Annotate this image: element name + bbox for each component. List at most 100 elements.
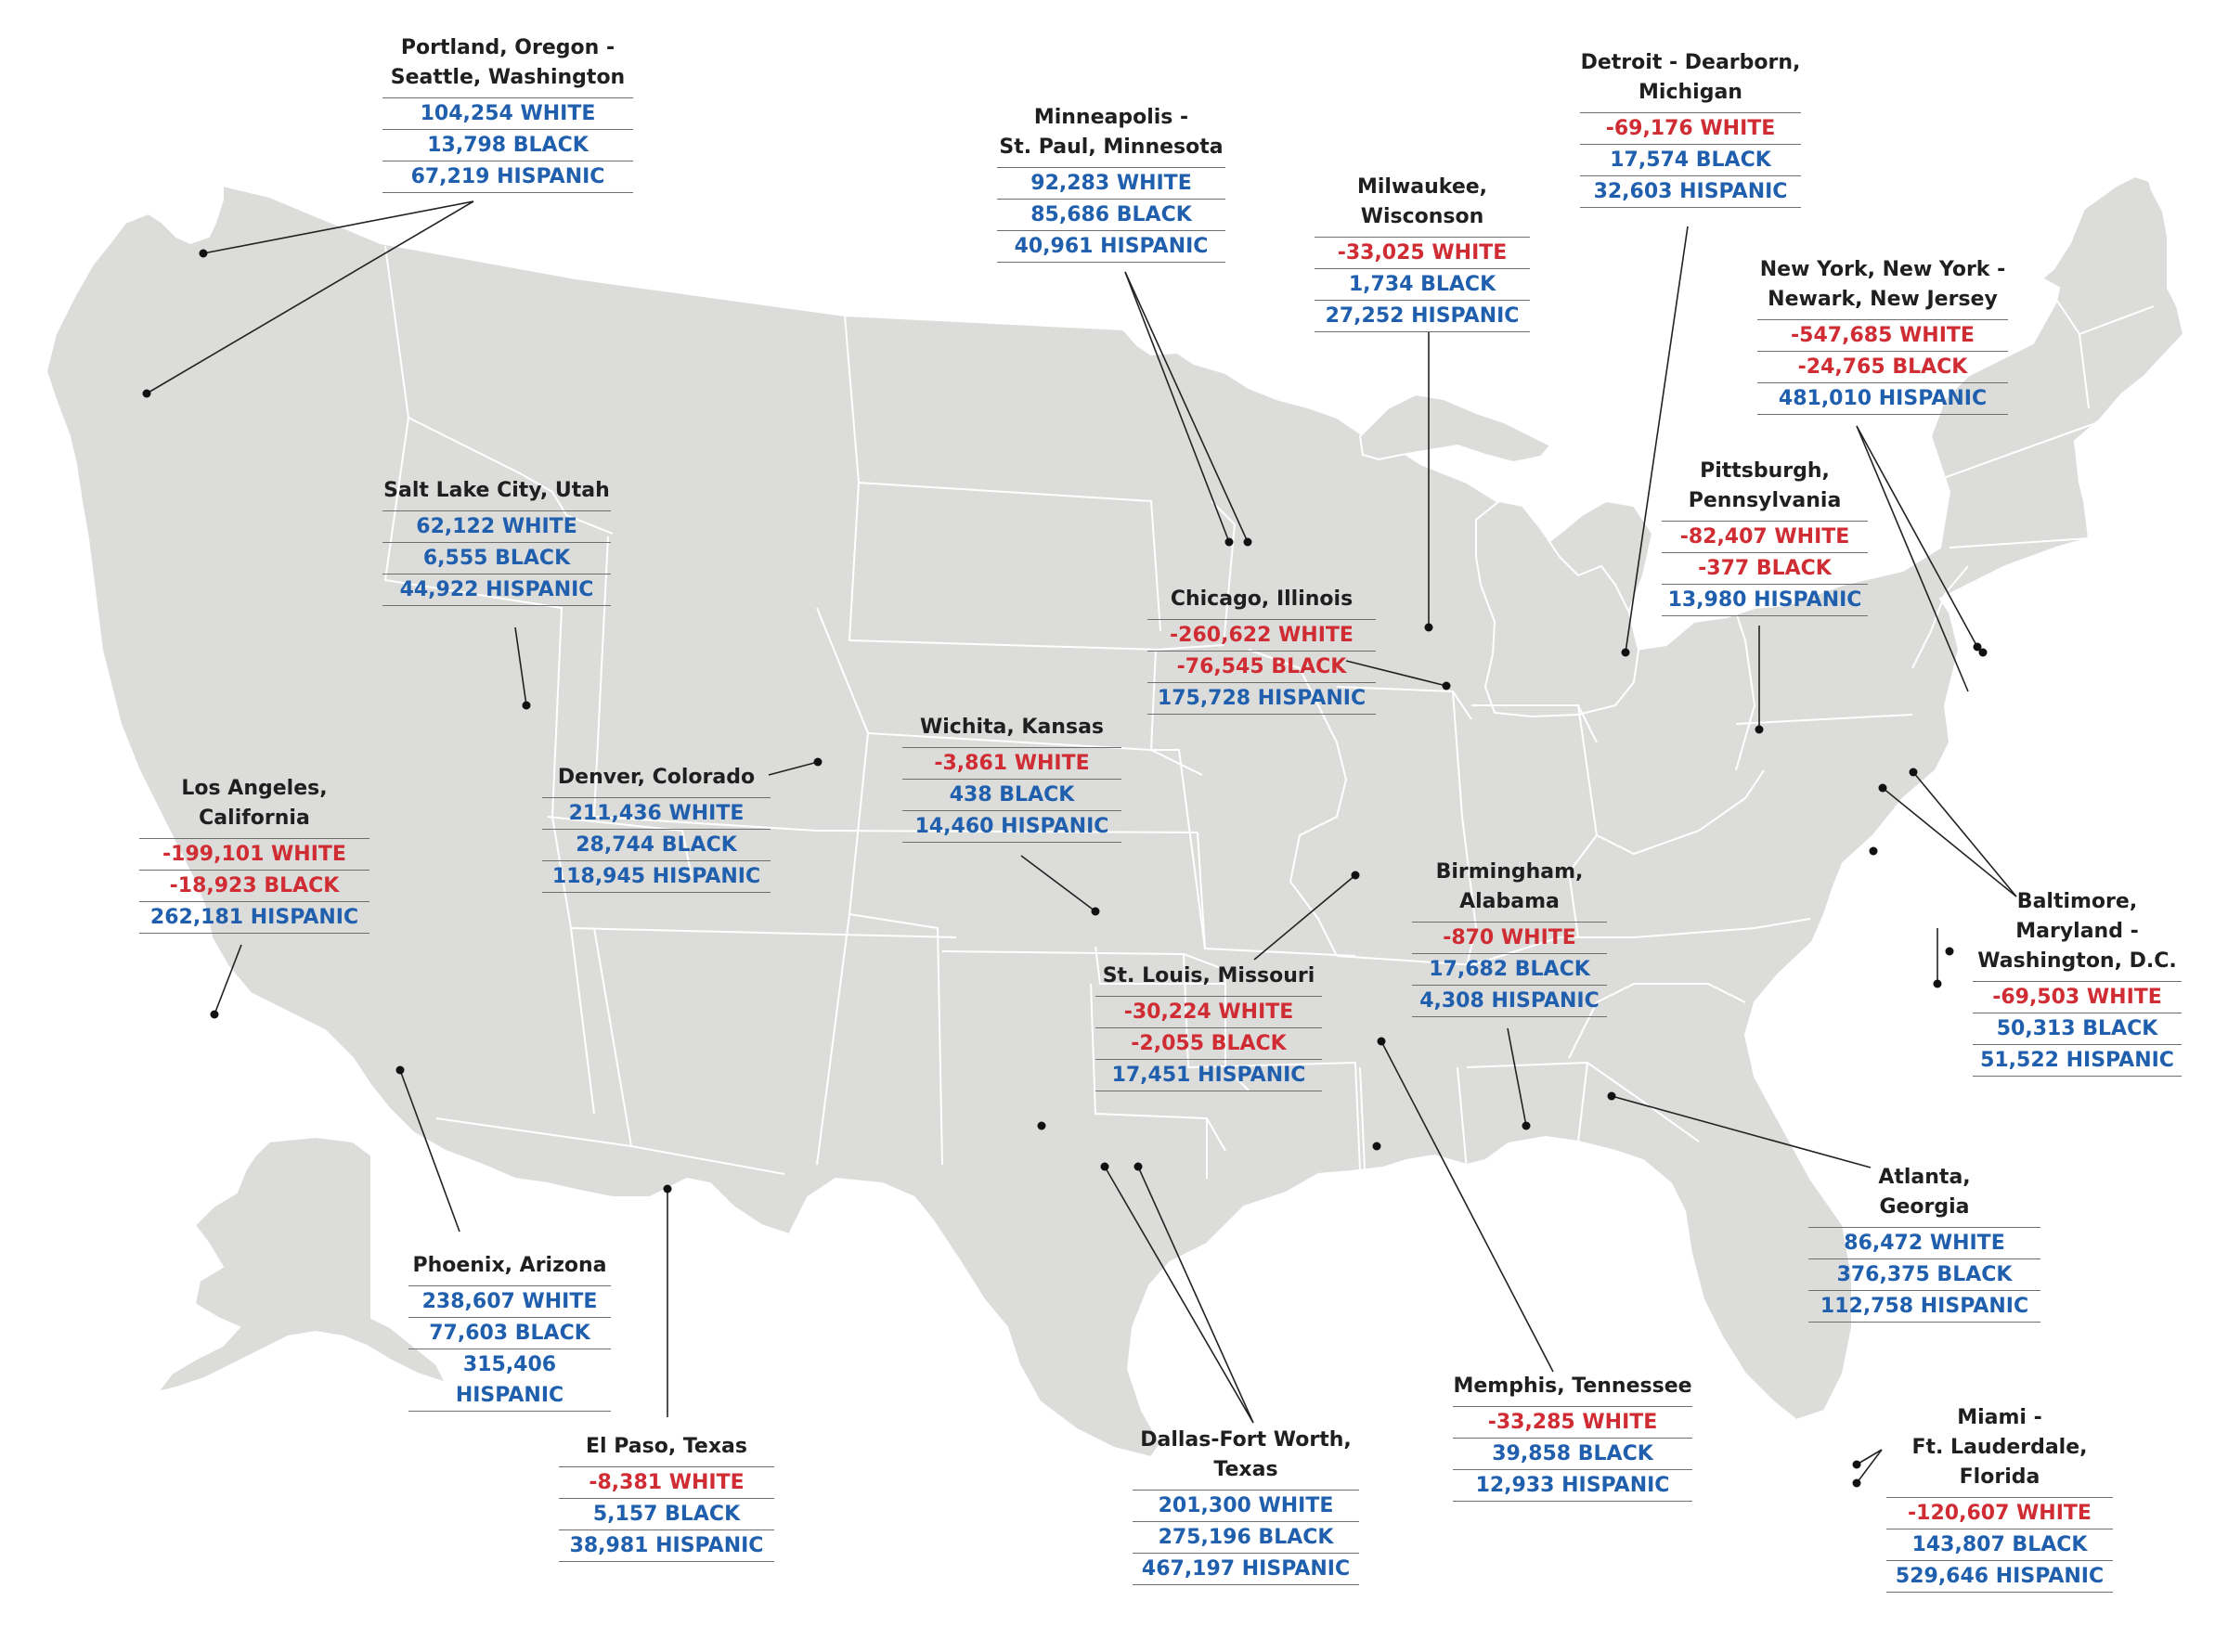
leader-line [1856, 425, 1978, 648]
city-markers [142, 249, 1988, 1488]
metro-name: Washington, D.C. [1977, 949, 2177, 973]
city-marker [1377, 1037, 1386, 1046]
metro-label: Baltimore, Maryland - Washington, D.C. -69,… [1973, 887, 2182, 1077]
hispanic-change: 467,197 HISPANIC [1133, 1553, 1359, 1585]
state-border-line [2079, 305, 2155, 335]
city-marker [1037, 1121, 1046, 1130]
land-alaska [155, 1135, 447, 1394]
hispanic-change: 529,646 HISPANIC [1886, 1560, 2113, 1593]
state-border-line [1457, 1066, 1468, 1170]
state-border-line [848, 482, 1161, 651]
hispanic-change: 14,460 HISPANIC [902, 810, 1121, 843]
state-border-line [1911, 565, 1969, 669]
leader-line [1124, 271, 1249, 543]
hispanic-change: 51,522 HISPANIC [1973, 1044, 2182, 1077]
black-change: 28,744 BLACK [542, 829, 771, 860]
metro-name: Los Angeles, [181, 777, 328, 800]
black-change: 6,555 BLACK [382, 542, 611, 574]
black-change: -24,765 BLACK [1757, 351, 2008, 382]
black-change: 17,574 BLACK [1580, 144, 1801, 175]
metro-name: Florida [1959, 1465, 2040, 1489]
black-change: 85,686 BLACK [997, 199, 1225, 230]
leader-line [1856, 425, 1969, 692]
leader-line [214, 944, 242, 1015]
metro-name: Miami - [1957, 1406, 2042, 1429]
metro-name: Maryland - [2015, 920, 2139, 943]
black-change: -2,055 BLACK [1095, 1027, 1322, 1059]
metro-name: Texas [1213, 1458, 1278, 1481]
city-marker [1978, 648, 1988, 657]
metro-label: Los Angeles, California -199,101 WHITE -18,… [139, 774, 369, 934]
black-change: -377 BLACK [1662, 552, 1868, 584]
black-change: 5,157 BLACK [559, 1498, 774, 1529]
metro-name: Michigan [1639, 81, 1742, 104]
state-border-line [1183, 953, 1361, 1170]
state-border-line [1248, 649, 1348, 957]
hispanic-change: 13,980 HISPANIC [1662, 584, 1868, 616]
leader-line [1104, 1166, 1254, 1424]
black-change: 275,196 BLACK [1133, 1521, 1359, 1553]
metro-name: Wisconson [1360, 205, 1484, 228]
hispanic-change: 27,252 HISPANIC [1315, 300, 1530, 332]
metro-name: Atlanta, [1878, 1166, 1971, 1189]
city-marker [1224, 537, 1234, 547]
state-border-line [1930, 421, 2099, 484]
state-border-line [547, 816, 693, 878]
hispanic-change: 40,961 HISPANIC [997, 230, 1225, 263]
state-border-line [1466, 1061, 1700, 1142]
black-change: 13,798 BLACK [382, 129, 633, 161]
hispanic-change: 4,308 HISPANIC [1412, 985, 1607, 1017]
city-marker [1133, 1162, 1143, 1171]
leader-line [1882, 787, 2017, 897]
metro-label: Miami - Ft. Lauderdale, Florida -120,607 WH… [1886, 1403, 2113, 1593]
metro-label: Wichita, Kansas -3,861 WHITE 438 BLACK 14,4… [902, 713, 1121, 843]
black-change: 39,858 BLACK [1453, 1438, 1692, 1469]
white-change: -82,407 WHITE [1662, 521, 1868, 552]
city-marker [1100, 1162, 1109, 1171]
black-change: -18,923 BLACK [139, 870, 369, 901]
black-change: 376,375 BLACK [1808, 1258, 2040, 1290]
black-change: -76,545 BLACK [1147, 651, 1376, 682]
state-border-line [1150, 500, 1237, 751]
leader-line [1625, 226, 1689, 653]
state-border-line [1470, 918, 1811, 966]
metro-name: Portland, Oregon - [400, 36, 615, 59]
city-marker [813, 757, 823, 767]
metro-name: Detroit - Dearborn, [1580, 51, 1801, 74]
leader-line [1137, 1166, 1254, 1424]
metro-label: Portland, Oregon - Seattle, Washington 104… [382, 33, 633, 193]
metro-name: Dallas-Fort Worth, [1140, 1428, 1352, 1452]
metro-name: Pittsburgh, [1700, 459, 1830, 483]
leader-line [1912, 771, 2017, 897]
city-marker [1607, 1091, 1616, 1101]
leader-line [146, 200, 474, 394]
metro-label: Denver, Colorado 211,436 WHITE 28,744 BLAC… [542, 763, 771, 893]
land-lower48 [45, 174, 2185, 1459]
leader-line [1253, 874, 1356, 961]
metro-name: Minneapolis - [1033, 106, 1189, 129]
hispanic-change: 38,981 HISPANIC [559, 1529, 774, 1562]
white-change: -33,285 WHITE [1453, 1406, 1692, 1438]
state-border-line [1577, 704, 1765, 856]
city-marker [1869, 846, 1878, 856]
leader-line [1856, 1449, 1883, 1484]
leader-line [1507, 1027, 1527, 1127]
city-marker [1442, 681, 1451, 690]
city-marker [1852, 1460, 1861, 1469]
state-border-line [1568, 983, 1746, 1059]
metro-name: Pennsylvania [1688, 489, 1842, 512]
white-change: 211,436 WHITE [542, 797, 771, 829]
metro-name: St. Louis, Missouri [1102, 964, 1315, 987]
black-change: 1,734 BLACK [1315, 268, 1530, 300]
metro-label: Birmingham, Alabama -870 WHITE 17,682 BLACK… [1412, 858, 1607, 1017]
city-marker [1852, 1478, 1861, 1488]
city-marker [1091, 907, 1100, 916]
white-change: -3,861 WHITE [902, 747, 1121, 779]
white-change: 86,472 WHITE [1808, 1227, 2040, 1258]
metro-name: Baltimore, [2016, 890, 2138, 913]
metro-label: New York, New York - Newark, New Jersey -5… [1757, 255, 2008, 415]
hispanic-change: 17,451 HISPANIC [1095, 1059, 1322, 1091]
city-marker [1945, 947, 1954, 956]
leader-line [1856, 1449, 1883, 1465]
